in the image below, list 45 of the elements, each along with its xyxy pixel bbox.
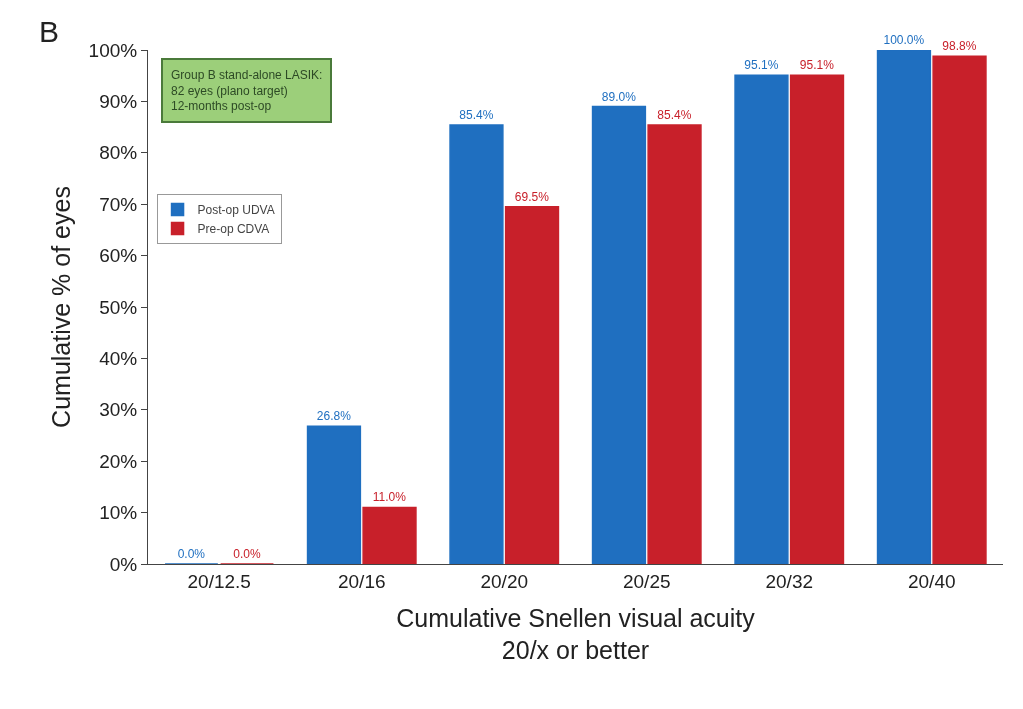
bar — [876, 50, 932, 564]
bar — [362, 506, 417, 564]
y-tick-label: 0% — [109, 553, 138, 575]
data-label: 69.5% — [514, 189, 550, 204]
y-tick-label: 60% — [99, 245, 138, 267]
bar — [306, 425, 362, 564]
data-label: 100.0% — [883, 33, 925, 47]
data-label: 98.8% — [942, 39, 977, 54]
data-label: 95.1% — [744, 58, 779, 73]
y-tick-label: 30% — [99, 399, 138, 421]
y-tick-label: 100% — [88, 39, 138, 61]
x-tick-label: 20/20 — [480, 570, 529, 592]
legend-label: Post-op UDVA — [197, 203, 275, 218]
data-label: 11.0% — [372, 490, 407, 505]
y-tick-label: 20% — [99, 450, 138, 472]
x-tick-label: 20/40 — [907, 570, 956, 592]
bar — [591, 105, 647, 564]
data-label: 85.4% — [459, 108, 494, 123]
data-label: 0.0% — [177, 547, 206, 561]
bar — [734, 74, 789, 564]
data-label: 0.0% — [233, 547, 261, 561]
x-tick-label: 20/32 — [765, 570, 814, 592]
data-label: 95.1% — [799, 58, 835, 73]
bar — [647, 124, 702, 564]
bar — [449, 124, 504, 564]
y-tick-label: 40% — [99, 348, 138, 370]
y-tick-label: 80% — [99, 142, 138, 164]
bar — [789, 74, 845, 564]
x-tick-label: 20/12.5 — [187, 570, 251, 592]
x-tick-label: 20/16 — [337, 570, 386, 592]
legend-label: Pre-op CDVA — [197, 222, 270, 237]
y-tick-label: 70% — [99, 193, 138, 215]
data-label: 89.0% — [601, 89, 637, 104]
bar — [932, 55, 987, 564]
data-label: 26.8% — [316, 409, 352, 424]
bar — [504, 206, 560, 564]
y-tick-label: 10% — [99, 502, 138, 524]
y-axis-title: Cumulative % of eyes — [47, 186, 76, 428]
annotation: Group B stand-alone LASIK: 82 eyes (plano target) 12-months post-op — [171, 68, 323, 114]
y-tick-label: 50% — [99, 296, 138, 318]
x-axis-title: Cumulative Snellen visual acuity 20/x or better — [396, 603, 756, 665]
text: B — [39, 15, 60, 48]
data-label: 85.4% — [657, 108, 692, 123]
y-tick-label: 90% — [99, 91, 138, 113]
x-tick-label: 20/25 — [622, 570, 671, 592]
